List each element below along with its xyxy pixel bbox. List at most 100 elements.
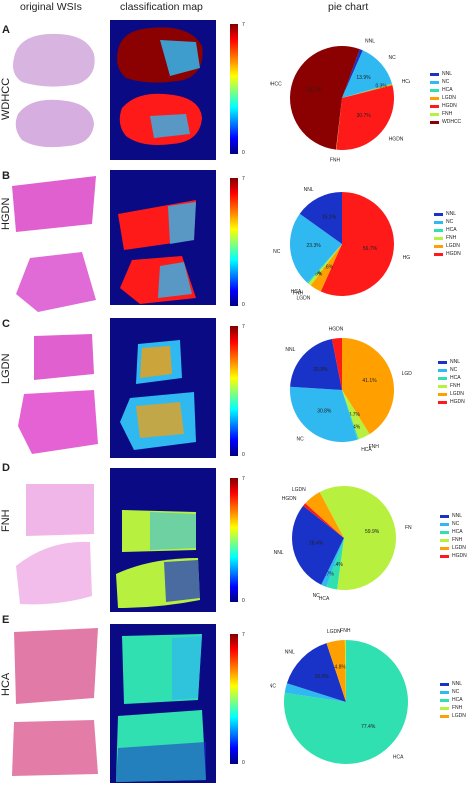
pie-category-label: LGDN bbox=[296, 295, 310, 301]
legend-label: NC bbox=[442, 79, 450, 85]
pie-pct-label: 3.6% bbox=[322, 265, 334, 271]
classification-map bbox=[110, 170, 216, 305]
pie-slice-nnl bbox=[290, 338, 342, 390]
pie-slice-fnh bbox=[344, 640, 346, 702]
legend-swatch bbox=[438, 376, 447, 380]
pie-pct-label: 4.8% bbox=[334, 664, 346, 670]
pie-pct-label: 3.7% bbox=[349, 412, 361, 418]
legend-label: LGDN bbox=[452, 545, 466, 551]
pie-pct-label: 3.4% bbox=[331, 562, 343, 568]
pie-category-label: WDHCC bbox=[270, 82, 282, 88]
legend-label: FNH bbox=[450, 383, 461, 389]
legend: NNL NC HCA FNH LGDN HGDN bbox=[440, 512, 467, 560]
legend-swatch bbox=[430, 112, 439, 116]
pie-category-label: FNH bbox=[330, 158, 341, 164]
pie-slice-fnh bbox=[308, 244, 342, 286]
pie-category-label: LGDN bbox=[292, 487, 306, 493]
legend-item: LGDN bbox=[438, 390, 465, 398]
colorbar-tick-bottom: 0 bbox=[242, 598, 245, 604]
pie-slice-hca bbox=[283, 640, 408, 764]
pie-category-label: HCA bbox=[291, 289, 302, 295]
pie-slice-lgdn bbox=[310, 244, 342, 292]
legend-label: NNL bbox=[452, 513, 463, 519]
legend-swatch bbox=[440, 514, 449, 518]
legend-swatch bbox=[430, 104, 439, 108]
pie-slice-hca bbox=[342, 83, 393, 98]
legend-swatch bbox=[438, 400, 447, 404]
panel-letter: C bbox=[2, 318, 10, 330]
header-classification-map: classification map bbox=[120, 1, 203, 13]
legend-swatch bbox=[430, 72, 439, 76]
colorbar bbox=[230, 326, 238, 456]
pie-category-label: HCA bbox=[393, 755, 404, 761]
legend-item: FNH bbox=[430, 110, 461, 118]
legend-item: LGDN bbox=[440, 544, 467, 552]
pie-slice-nc bbox=[321, 538, 344, 587]
pie-category-label: LGDN bbox=[327, 629, 341, 635]
legend-swatch bbox=[440, 682, 449, 686]
classification-map bbox=[110, 624, 216, 783]
pie-slice-lgdn bbox=[342, 338, 395, 435]
legend-swatch bbox=[434, 228, 443, 232]
colorbar-tick-bottom: 0 bbox=[242, 452, 245, 458]
legend-swatch bbox=[434, 252, 443, 256]
legend-label: HGDN bbox=[450, 399, 465, 405]
legend-item: HGDN bbox=[438, 398, 465, 406]
legend-swatch bbox=[440, 690, 449, 694]
colorbar-tick-top: 7 bbox=[242, 22, 245, 28]
legend-item: NNL bbox=[440, 512, 467, 520]
legend-swatch bbox=[438, 392, 447, 396]
legend-label: NNL bbox=[442, 71, 453, 77]
legend-item: NC bbox=[440, 688, 466, 696]
colorbar-tick-top: 7 bbox=[242, 176, 245, 182]
legend-item: NNL bbox=[438, 358, 465, 366]
legend-item: HCA bbox=[438, 374, 465, 382]
colorbar bbox=[230, 178, 238, 306]
pie-slice-nc bbox=[284, 683, 346, 702]
pie-category-label: HGDN bbox=[329, 326, 344, 332]
wsi-thumbnails bbox=[13, 33, 95, 148]
legend-label: NNL bbox=[446, 211, 457, 217]
header-pie-chart: pie chart bbox=[328, 1, 369, 13]
pie-slice-wdhcc bbox=[290, 46, 360, 150]
pie-slice-lgdn bbox=[342, 84, 393, 98]
legend-item: NC bbox=[438, 366, 465, 374]
colorbar-tick-bottom: 0 bbox=[242, 760, 245, 766]
legend-label: WDHCC bbox=[442, 119, 462, 125]
legend-swatch bbox=[434, 220, 443, 224]
panel-letter: B bbox=[2, 170, 10, 182]
pie-chart: NNL 13.9% NC HCA 0.3% 30.7% HGDN FNH 53.7% WDHCC bbox=[270, 38, 410, 164]
pie-pct-label: 56.7% bbox=[363, 246, 378, 252]
pie-slice-hgdn bbox=[331, 338, 342, 390]
panel-b: B HGDN 7 0 56.7% HGDN 3.6% LGDN 0.9% FNH 0.4% H… bbox=[0, 170, 474, 318]
pie-slice-lgdn bbox=[326, 640, 346, 702]
pie-pct-label: 0.4% bbox=[349, 425, 361, 431]
legend-item: NNL bbox=[434, 210, 461, 218]
legend: NNL NC HCA LGDN HGDN FNH WDHCC bbox=[430, 70, 461, 126]
panel-letter: E bbox=[2, 614, 10, 626]
legend-swatch bbox=[440, 698, 449, 702]
legend-swatch bbox=[440, 538, 449, 542]
pie-category-label: NC bbox=[273, 249, 281, 255]
legend-swatch bbox=[440, 530, 449, 534]
legend-label: HCA bbox=[442, 87, 453, 93]
pie-pct-label: 59.9% bbox=[365, 529, 380, 535]
legend-swatch bbox=[438, 360, 447, 364]
legend-swatch bbox=[440, 714, 449, 718]
pie-chart: 77.4% HCA NC 15.0% NNL 4.8% LGDN FNH bbox=[270, 628, 408, 764]
classification-map bbox=[110, 20, 216, 160]
colorbar-tick-top: 7 bbox=[242, 476, 245, 482]
legend-item: HGDN bbox=[430, 102, 461, 110]
pie-slice-nnl bbox=[291, 505, 344, 585]
legend-label: HGDN bbox=[442, 103, 457, 109]
panel-c: C LGDN 7 0 41.1% LGDN 3.7% FNH 0.4% HCA 30.8% N… bbox=[0, 318, 474, 462]
pie-category-label: HCA bbox=[319, 596, 330, 602]
legend-label: NC bbox=[450, 367, 458, 373]
pie-slice-nc bbox=[289, 386, 358, 442]
legend-label: LGDN bbox=[442, 95, 456, 101]
legend-swatch bbox=[430, 88, 439, 92]
legend-swatch bbox=[434, 236, 443, 240]
legend-label: HGDN bbox=[452, 553, 467, 559]
legend-item: WDHCC bbox=[430, 118, 461, 126]
legend-swatch bbox=[440, 706, 449, 710]
